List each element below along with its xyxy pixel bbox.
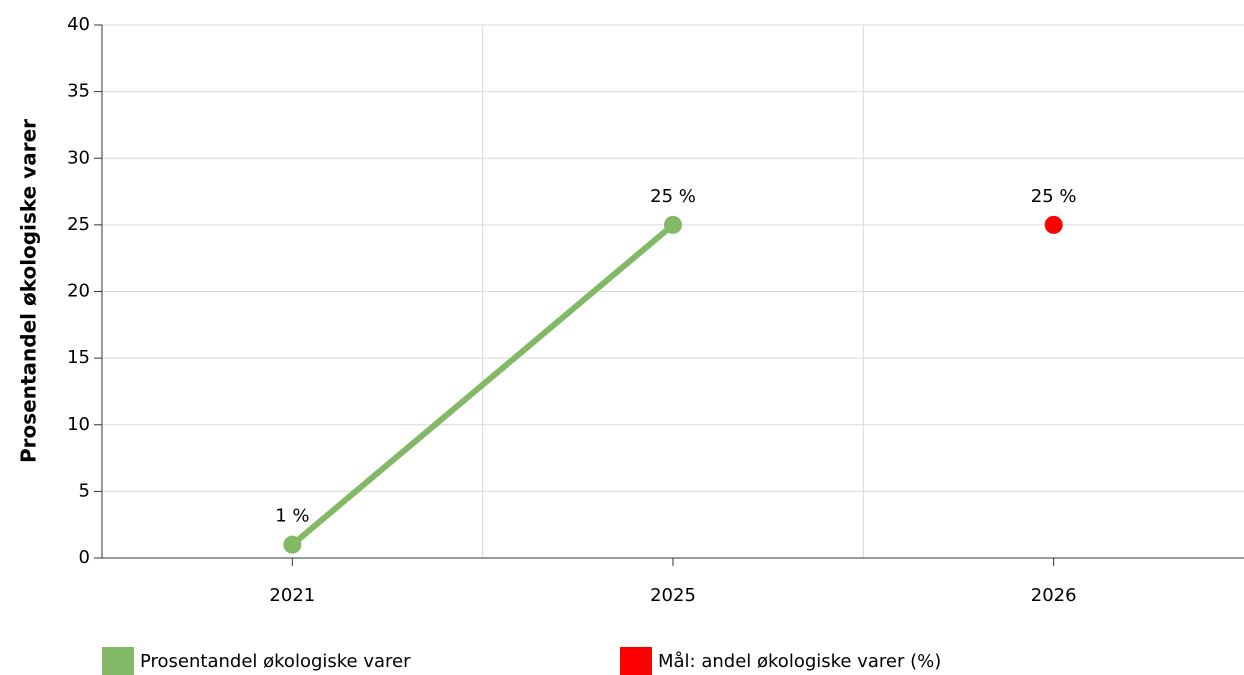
x-tick-label: 2026	[1031, 585, 1077, 606]
y-tick-label: 30	[67, 147, 90, 168]
x-tick-label: 2025	[650, 585, 696, 606]
line	[290, 222, 675, 547]
y-tick-label: 40	[67, 14, 90, 35]
y-tick-label: 35	[67, 81, 90, 102]
legend-label: Prosentandel økologiske varer	[140, 651, 411, 672]
y-tick-label: 5	[79, 480, 90, 501]
legend-label: Mål: andel økologiske varer (%)	[658, 651, 941, 672]
point	[1044, 215, 1063, 234]
legend-swatch	[102, 647, 134, 675]
legend-swatch	[620, 647, 652, 675]
y-tick-label: 20	[67, 281, 90, 302]
y-tick-label: 10	[67, 414, 90, 435]
point	[283, 535, 302, 554]
point	[664, 215, 682, 234]
y-tick-label: 0	[79, 547, 90, 568]
x-tick-label: 2021	[269, 585, 315, 606]
y-tick-label: 15	[67, 347, 90, 368]
y-tick-label: 25	[67, 214, 90, 235]
y-axis-title: Prosentandel økologiske varer	[17, 119, 41, 463]
data-label: 25 %	[650, 186, 696, 207]
data-label: 1 %	[275, 506, 309, 527]
data-label: 25 %	[1031, 186, 1077, 207]
